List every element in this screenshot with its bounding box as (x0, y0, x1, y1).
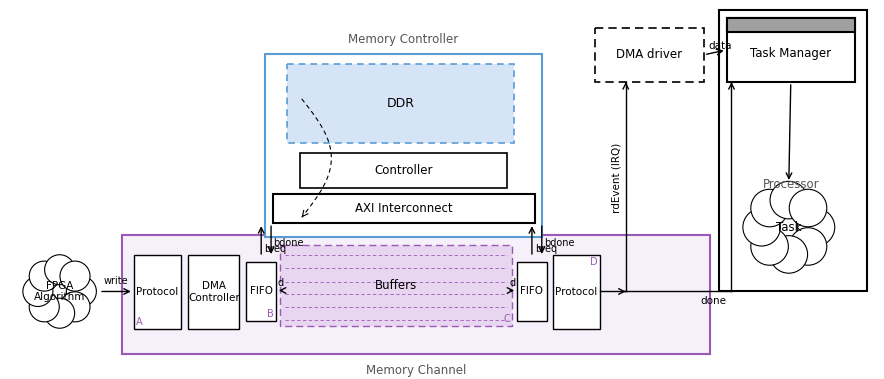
Text: Protocol: Protocol (136, 287, 179, 297)
Circle shape (743, 208, 781, 246)
Bar (265, 54, 542, 237)
Text: Task Manager: Task Manager (751, 47, 831, 60)
Circle shape (29, 261, 59, 291)
Text: breq: breq (264, 244, 286, 254)
Circle shape (40, 272, 80, 311)
Text: DDR: DDR (386, 97, 415, 110)
Circle shape (66, 276, 96, 307)
Circle shape (764, 202, 813, 252)
Bar (719, 10, 867, 291)
Bar (552, 255, 600, 329)
Text: B: B (267, 309, 274, 319)
Bar (133, 255, 181, 329)
Text: D: D (591, 257, 598, 267)
Text: Protocol: Protocol (555, 287, 598, 297)
Text: rdEvent (IRQ): rdEvent (IRQ) (612, 143, 621, 213)
Text: data: data (709, 41, 732, 51)
Circle shape (44, 255, 74, 285)
Bar (287, 64, 514, 143)
Circle shape (44, 298, 74, 328)
Bar (300, 153, 507, 188)
Circle shape (789, 189, 827, 227)
Text: breq: breq (535, 244, 557, 254)
Bar (595, 28, 704, 82)
Circle shape (60, 261, 90, 291)
Text: Processor: Processor (763, 178, 819, 191)
Text: d: d (278, 277, 284, 288)
Bar (247, 262, 276, 321)
Circle shape (789, 228, 827, 265)
Text: AXI Interconnect: AXI Interconnect (355, 202, 453, 215)
Text: write: write (103, 276, 128, 285)
Bar (188, 255, 240, 329)
Text: Memory Channel: Memory Channel (366, 363, 466, 377)
Bar (727, 18, 855, 31)
Text: C: C (503, 314, 510, 324)
Text: FPGA
Algorithm: FPGA Algorithm (34, 281, 86, 302)
Circle shape (60, 292, 90, 322)
Text: bdone: bdone (273, 238, 303, 247)
Text: Memory Controller: Memory Controller (348, 33, 459, 47)
Circle shape (29, 292, 59, 322)
Text: DMA
Controller: DMA Controller (188, 281, 240, 303)
Text: bdone: bdone (544, 238, 575, 247)
Bar (517, 262, 546, 321)
Text: Buffers: Buffers (375, 279, 417, 292)
Text: FIFO: FIFO (249, 287, 272, 296)
Text: d: d (509, 277, 515, 288)
Text: A: A (136, 317, 142, 327)
Bar (122, 235, 710, 354)
Bar (727, 18, 855, 82)
Text: done: done (700, 296, 727, 306)
Circle shape (23, 276, 53, 307)
Circle shape (770, 181, 808, 219)
Text: Controller: Controller (374, 164, 432, 177)
Circle shape (770, 236, 808, 273)
Text: DMA driver: DMA driver (616, 49, 682, 61)
Bar (273, 194, 535, 223)
Bar (280, 245, 512, 326)
Text: Task: Task (776, 221, 802, 234)
Circle shape (751, 228, 789, 265)
Circle shape (797, 208, 834, 246)
Text: FIFO: FIFO (521, 287, 544, 296)
Circle shape (751, 189, 789, 227)
